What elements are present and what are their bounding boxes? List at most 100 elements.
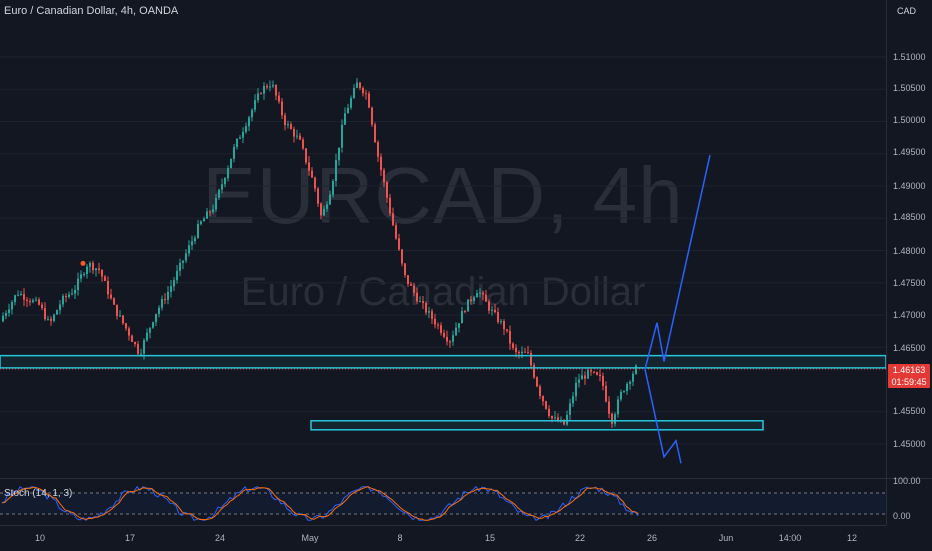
candle-body xyxy=(515,347,517,353)
candle-body xyxy=(14,295,16,302)
candle-body xyxy=(578,379,580,383)
candle-body xyxy=(449,341,451,343)
candle-body xyxy=(428,311,430,313)
candle-body xyxy=(413,285,415,293)
candle-body xyxy=(431,311,433,319)
candle-body xyxy=(254,100,256,110)
candle-body xyxy=(617,399,619,415)
candle-body xyxy=(155,313,157,323)
watermark-symbol: EURCAD, 4h xyxy=(202,151,684,240)
candle-body xyxy=(440,325,442,333)
candle-body xyxy=(497,312,499,323)
price-tick: 1.51000 xyxy=(893,52,926,62)
price-tick: 1.50500 xyxy=(893,83,926,93)
candle-body xyxy=(632,373,634,382)
candle-body xyxy=(626,383,628,392)
candle-body xyxy=(341,124,343,148)
bar-countdown: 01:59:45 xyxy=(891,377,927,387)
candle-body xyxy=(503,321,505,330)
price-tick: 1.47000 xyxy=(893,310,926,320)
candle-body xyxy=(614,414,616,424)
candle-body xyxy=(260,93,262,95)
candle-body xyxy=(269,86,271,88)
candle-body xyxy=(257,93,259,101)
candle-body xyxy=(296,135,298,137)
time-tick: Jun xyxy=(718,533,734,543)
candle-body xyxy=(101,269,103,277)
candle-body xyxy=(224,178,226,185)
candle-body xyxy=(542,396,544,402)
candle-body xyxy=(236,138,238,147)
candle-body xyxy=(359,82,361,88)
candle-body xyxy=(332,181,334,195)
candle-body xyxy=(482,292,484,295)
candle-body xyxy=(371,107,373,125)
price-tick: 1.45500 xyxy=(893,406,926,416)
time-tick: 17 xyxy=(124,533,136,543)
candle-body xyxy=(407,275,409,284)
candle-body xyxy=(86,266,88,275)
candle-body xyxy=(401,249,403,264)
candle-body xyxy=(206,211,208,219)
current-price: 1.46163 xyxy=(892,365,926,375)
candle-body xyxy=(308,162,310,171)
candle-body xyxy=(635,365,637,374)
candle-body xyxy=(329,194,331,205)
resistance-zone xyxy=(0,354,886,369)
stoch-indicator-label[interactable]: Stoch (14, 1, 3) xyxy=(4,488,73,499)
candle-body xyxy=(281,101,283,116)
candle-body xyxy=(38,299,40,305)
time-tick: 15 xyxy=(484,533,496,543)
candle-body xyxy=(593,371,595,373)
time-tick: 14:00 xyxy=(778,533,802,543)
candle-body xyxy=(191,241,193,246)
time-tick: 22 xyxy=(574,533,586,543)
candle-body xyxy=(461,311,463,324)
time-axis[interactable]: 10 17 24 May 8 15 22 26 Jun 14:00 12 xyxy=(0,525,886,551)
time-tick: 10 xyxy=(34,533,46,543)
candle-body xyxy=(590,370,592,372)
price-tick: 1.49500 xyxy=(893,147,926,157)
candle-body xyxy=(521,351,523,354)
candle-body xyxy=(446,336,448,342)
candle-body xyxy=(551,415,553,419)
candle-body xyxy=(26,299,28,301)
candle-body xyxy=(608,401,610,414)
candle-body xyxy=(41,304,43,309)
candle-body xyxy=(11,301,13,310)
pane-separator[interactable] xyxy=(0,478,932,479)
candle-body xyxy=(98,268,100,270)
candle-body xyxy=(419,301,421,303)
candle-body xyxy=(146,332,148,341)
candle-body xyxy=(77,278,79,290)
candle-body xyxy=(566,414,568,425)
candle-body xyxy=(395,225,397,239)
candle-body xyxy=(545,401,547,409)
candle-body xyxy=(302,139,304,149)
candle-body xyxy=(62,295,64,305)
price-chart-svg[interactable] xyxy=(0,0,886,525)
candle-body xyxy=(44,308,46,320)
candle-body xyxy=(485,294,487,302)
candle-body xyxy=(473,297,475,301)
candle-body xyxy=(416,292,418,302)
candle-body xyxy=(533,365,535,378)
candle-body xyxy=(92,262,94,271)
candle-body xyxy=(476,293,478,298)
candle-body xyxy=(344,113,346,125)
candle-body xyxy=(95,268,97,271)
candle-body xyxy=(50,318,52,321)
candle-body xyxy=(452,335,454,342)
candle-body xyxy=(464,311,466,313)
price-axis[interactable]: CAD 1.51000 1.50500 1.50000 1.49500 1.49… xyxy=(886,0,932,525)
candle-body xyxy=(212,209,214,213)
candle-body xyxy=(164,298,166,300)
candle-body xyxy=(323,208,325,216)
candle-body xyxy=(143,340,145,354)
candle-body xyxy=(605,386,607,402)
candle-body xyxy=(512,343,514,348)
price-tick: 1.48500 xyxy=(893,212,926,222)
candle-body xyxy=(509,330,511,344)
candle-body xyxy=(263,85,265,94)
candle-body xyxy=(326,204,328,209)
